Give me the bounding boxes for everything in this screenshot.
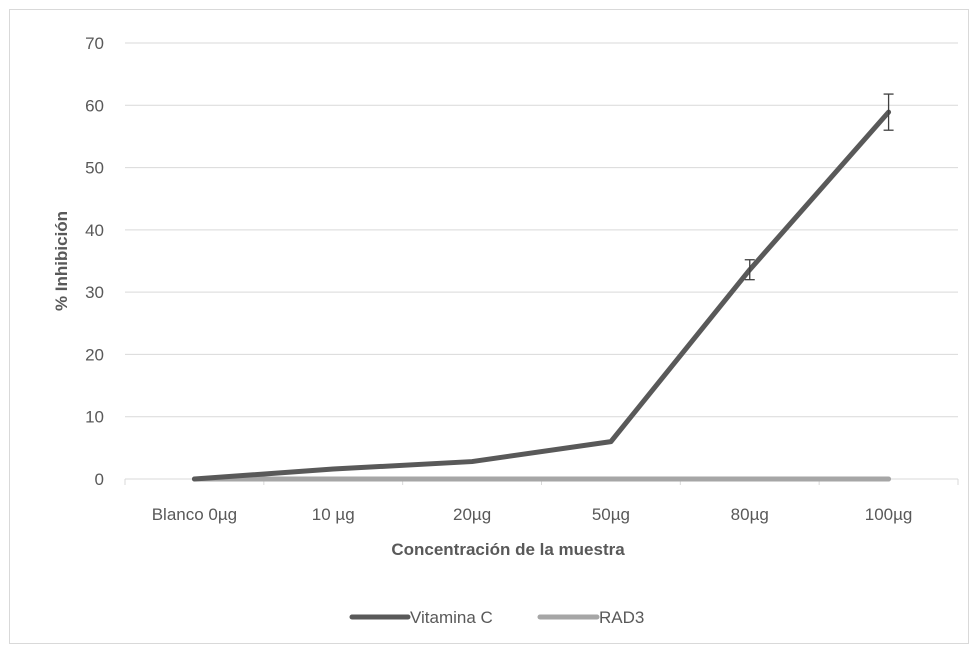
y-tick-label: 50 [85, 159, 104, 178]
legend-label: Vitamina C [410, 608, 493, 627]
y-tick-label: 70 [85, 34, 104, 53]
y-axis-title: % Inhibición [52, 211, 71, 311]
y-axis-ticks: 0 10 20 30 40 50 60 70 [85, 34, 104, 489]
y-tick-label: 20 [85, 345, 104, 364]
chart-frame [9, 9, 969, 644]
y-tick-label: 60 [85, 96, 104, 115]
x-tick-label: 10 µg [312, 505, 355, 524]
error-bar [883, 93, 894, 131]
y-tick-label: 30 [85, 283, 104, 302]
x-tick-label: Blanco 0µg [152, 505, 237, 524]
legend-item: Vitamina C [349, 608, 493, 627]
y-tick-label: 10 [85, 408, 104, 427]
y-tick-label: 0 [95, 470, 104, 489]
gridlines [125, 42, 958, 418]
x-tick-label: 100µg [865, 505, 913, 524]
legend: Vitamina C RAD3 [349, 608, 644, 627]
legend-label: RAD3 [599, 608, 644, 627]
error-bar [744, 259, 755, 281]
series-line-vitamina-c [191, 109, 892, 482]
x-axis-title: Concentración de la muestra [391, 540, 625, 559]
series-lines [191, 109, 892, 482]
x-tick-label: 50µg [592, 505, 630, 524]
y-tick-label: 40 [85, 221, 104, 240]
x-tick-label: 80µg [731, 505, 769, 524]
error-bars [744, 93, 894, 281]
x-axis: Blanco 0µg 10 µg 20µg 50µg 80µg 100µg [124, 478, 959, 524]
x-tick-label: 20µg [453, 505, 491, 524]
legend-item: RAD3 [537, 608, 644, 627]
